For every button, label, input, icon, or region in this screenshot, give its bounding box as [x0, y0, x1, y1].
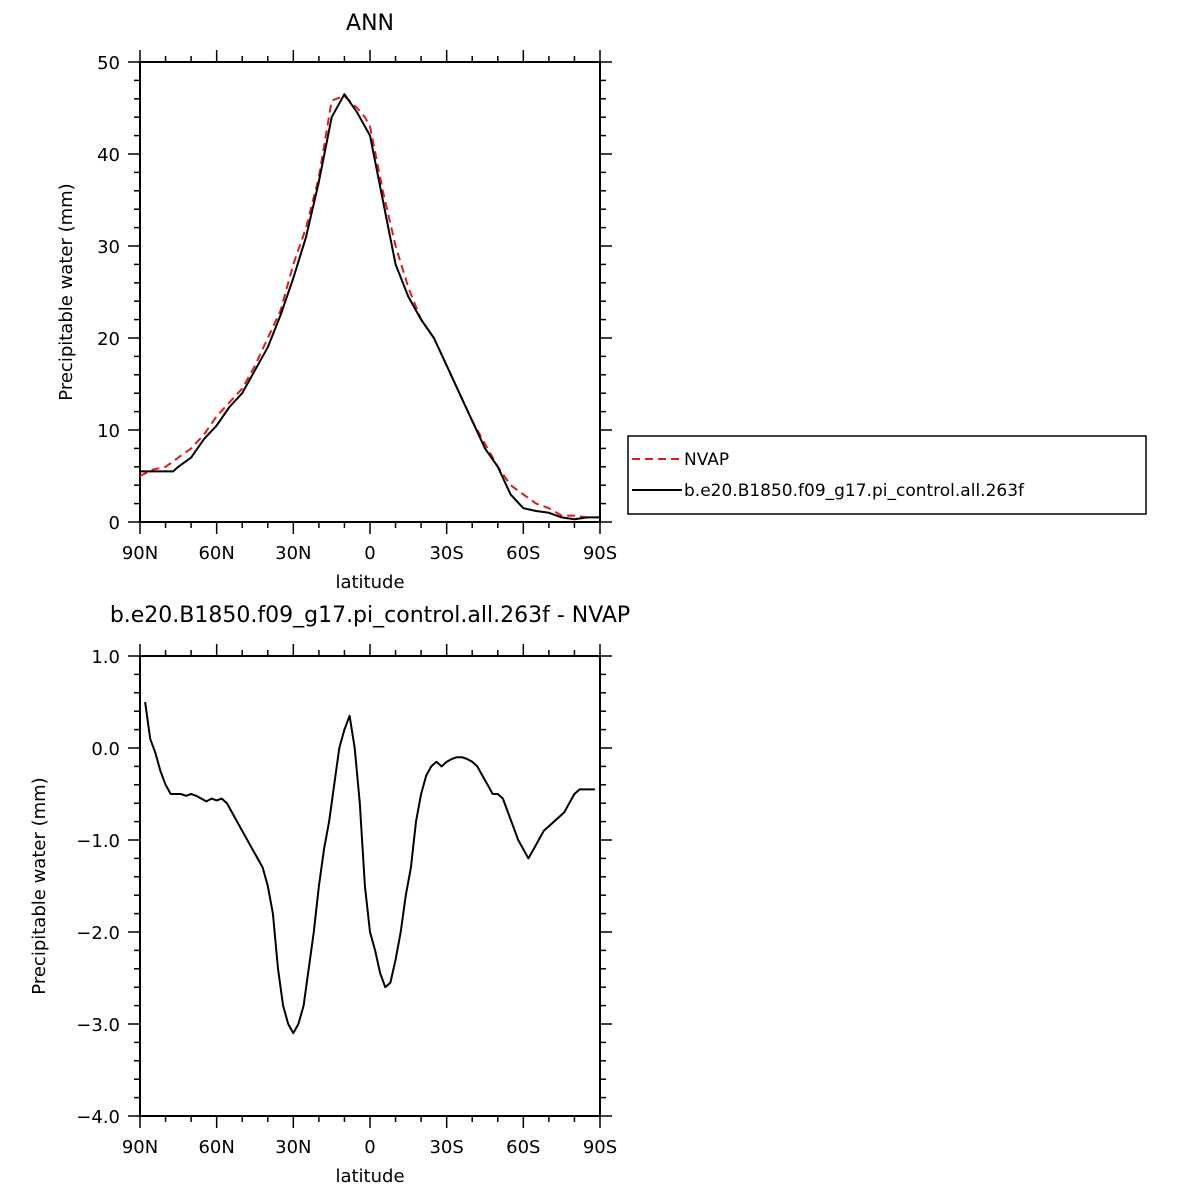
y-tick-label: −1.0: [76, 831, 120, 852]
y-tick-label: −4.0: [76, 1107, 120, 1128]
x-tick-label: 90N: [122, 1137, 158, 1158]
legend-box: [627, 435, 1147, 515]
x-tick-label: 0: [364, 543, 375, 564]
x-tick-label: 60N: [198, 1137, 234, 1158]
y-tick-label: 40: [97, 145, 120, 166]
y-tick-label: 0.0: [91, 739, 120, 760]
y-tick-label: 20: [97, 329, 120, 350]
chart-title: b.e20.B1850.f09_g17.pi_control.all.263f …: [110, 603, 630, 628]
y-tick-label: 30: [97, 237, 120, 258]
x-tick-label: 60S: [506, 1137, 540, 1158]
legend-label: b.e20.B1850.f09_g17.pi_control.all.263f: [684, 481, 1025, 501]
x-tick-label: 30N: [275, 543, 311, 564]
y-tick-label: 10: [97, 421, 120, 442]
x-tick-label: 90N: [122, 543, 158, 564]
legend: NVAP b.e20.B1850.f09_g17.pi_control.all.2…: [627, 435, 1147, 515]
plot-frame: [139, 655, 601, 1117]
x-tick-label: 60S: [506, 543, 540, 564]
x-tick-label: 90S: [583, 1137, 617, 1158]
series-line-difference: [144, 701, 595, 1035]
y-axis-label: Precipitable water (mm): [56, 183, 77, 400]
series-line-nvap: [139, 95, 600, 519]
series-line-b-e20-b1850-f09-g17-pi-control-all-263f: [140, 93, 600, 521]
x-tick-label: 30S: [429, 543, 463, 564]
y-tick-label: −3.0: [76, 1015, 120, 1036]
x-axis-label: latitude: [335, 572, 404, 593]
y-tick-label: −2.0: [76, 923, 120, 944]
legend-label: NVAP: [684, 450, 729, 470]
x-axis-label: latitude: [335, 1166, 404, 1187]
x-tick-label: 60N: [198, 543, 234, 564]
y-tick-label: 1.0: [91, 647, 120, 668]
top-panel: ANN 0 10 20 30 40 50 90N 60N 30N 0 30S 60S 90S latitud…: [56, 11, 617, 593]
x-tick-label: 30N: [275, 1137, 311, 1158]
y-tick-label: 0: [109, 513, 120, 534]
x-tick-label: 0: [364, 1137, 375, 1158]
x-tick-label: 90S: [583, 543, 617, 564]
y-tick-label: 50: [97, 53, 120, 74]
x-tick-label: 30S: [429, 1137, 463, 1158]
y-axis-label: Precipitable water (mm): [29, 777, 50, 994]
chart-title: ANN: [346, 11, 394, 36]
bottom-panel: b.e20.B1850.f09_g17.pi_control.all.263f …: [29, 603, 630, 1187]
